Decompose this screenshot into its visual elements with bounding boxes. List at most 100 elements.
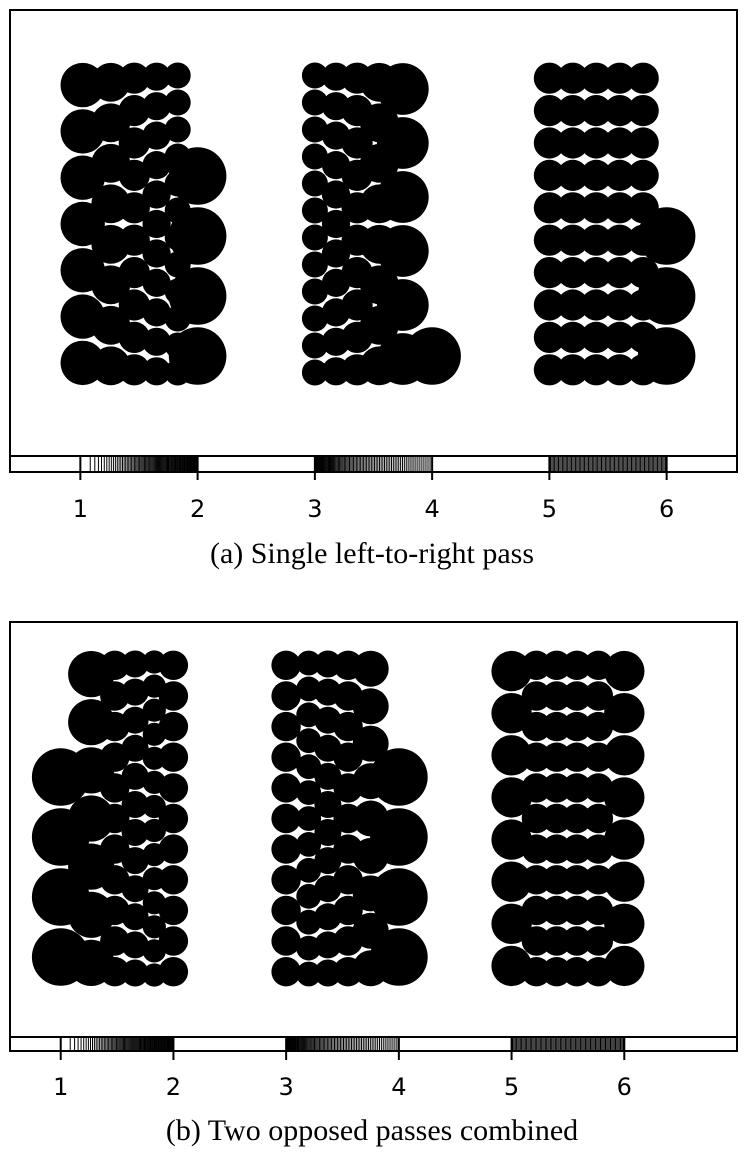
point-g1-c5-12: [142, 698, 166, 722]
point-g3-c1-2: [491, 903, 532, 944]
point-g3-c4-8: [562, 742, 592, 772]
x-tick-label-1: 1: [53, 1073, 68, 1101]
point-g3-c6-3: [637, 207, 696, 265]
point-g3-c4-9: [604, 95, 636, 127]
panel-b-x-axis: 1 2 3 4 5 6: [53, 1037, 632, 1101]
panel-b: 1 2 3 4 5 6 (b) Two opposed passes combined: [9, 621, 738, 1147]
point-g1-c3-8: [118, 127, 150, 159]
point-g3-c1-8: [491, 650, 532, 692]
point-g2-c1-5: [271, 834, 301, 864]
point-g3-c2-4: [521, 865, 552, 895]
x-tick-label-5: 5: [504, 1073, 519, 1101]
point-g3-c2-3: [557, 289, 589, 321]
point-g1-c6-10: [158, 681, 189, 711]
point-g2-c1-3: [271, 895, 301, 926]
point-g1-c6-1: [158, 957, 189, 987]
point-g3-c6-5: [604, 777, 645, 818]
point-g3-c6-7: [604, 693, 645, 734]
point-g3-c6-1: [637, 327, 696, 385]
point-g3-c3-2: [580, 321, 612, 353]
rug-group-2: [314, 457, 433, 471]
point-g1-c4-10: [142, 92, 171, 121]
point-g1-c4-7: [142, 180, 171, 209]
point-g1-c4-5: [121, 847, 149, 875]
point-g3-c3-10: [580, 62, 612, 94]
point-g1-c5-12: [164, 62, 191, 89]
point-g1-c6-5: [158, 834, 189, 864]
point-g3-c3-4: [580, 257, 612, 289]
point-g1-c4-6: [121, 819, 149, 846]
point-g2-c6-1: [370, 928, 428, 986]
point-g3-c2-6: [557, 192, 589, 224]
panel-a: 1 2 3 4 5 6 (a) Single left-to-right pass: [9, 9, 738, 570]
point-g2-c1-9: [301, 143, 328, 170]
point-g2-c2-1: [296, 961, 322, 987]
point-g3-c5-8: [627, 127, 659, 159]
point-g3-c2-10: [557, 62, 589, 94]
point-g1-c3-4: [118, 257, 150, 289]
point-g3-c1-2: [533, 321, 566, 353]
point-g1-c6-3: [168, 207, 227, 265]
point-g1-c4-4: [142, 268, 171, 297]
point-g1-c5-10: [164, 116, 191, 143]
point-g3-c1-4: [533, 257, 566, 289]
point-g3-c5-10: [627, 62, 659, 94]
point-g3-c1-5: [533, 224, 566, 256]
point-g3-c1-1: [533, 354, 566, 386]
x-tick-label-4: 4: [424, 495, 439, 523]
point-g2-c6-3: [370, 808, 428, 866]
x-tick-label-3: 3: [279, 1073, 294, 1101]
x-tick-label-6: 6: [617, 1073, 632, 1101]
point-g3-c5-6: [583, 803, 614, 834]
point-g3-c2-3: [521, 895, 552, 926]
point-g3-c1-6: [491, 735, 532, 776]
point-g1-c4-4: [121, 875, 149, 903]
x-tick-label-3: 3: [307, 495, 322, 523]
point-g1-c6-6: [158, 803, 189, 834]
point-g1-c4-8: [121, 762, 149, 790]
rug-group-1: [60, 1038, 174, 1050]
point-g1-c2-4: [68, 795, 115, 842]
point-g2-c5-3: [376, 225, 429, 277]
point-g2-c2-6: [321, 209, 351, 239]
point-g3-c1-9: [533, 95, 566, 127]
point-g1-c4-2: [121, 931, 149, 959]
panel-b-caption: (b) Two opposed passes combined: [166, 1114, 578, 1147]
point-g2-c1-8: [271, 742, 301, 772]
point-g1-c4-2: [142, 327, 171, 356]
point-g3-c5-9: [627, 95, 659, 127]
point-g2-c1-7: [301, 197, 328, 224]
point-g2-c2-6: [296, 832, 322, 857]
x-tick-label-2: 2: [190, 495, 205, 523]
point-g2-c1-4: [301, 278, 328, 305]
point-g2-c1-5: [301, 251, 328, 278]
panel-a-rug-strip: [9, 455, 738, 473]
point-g3-c2-2: [557, 321, 589, 353]
point-g1-c4-9: [142, 121, 171, 150]
point-g3-c4-5: [562, 834, 592, 864]
point-g3-c4-10: [562, 681, 592, 711]
point-g3-c4-11: [562, 650, 592, 680]
point-g3-c2-5: [521, 834, 552, 864]
point-g2-c6-4: [370, 748, 428, 806]
point-g2-c5-7: [352, 725, 389, 762]
point-g3-c4-1: [604, 354, 636, 386]
point-g1-c6-3: [158, 895, 189, 926]
point-g3-c3-2: [542, 926, 572, 956]
point-g3-c3-5: [542, 834, 572, 864]
point-g1-c4-1: [142, 357, 171, 386]
point-g3-c4-4: [604, 257, 636, 289]
point-g3-c3-1: [542, 957, 572, 987]
rug-group-2: [285, 1038, 400, 1050]
point-g1-c3-9: [118, 95, 150, 127]
point-g3-c1-7: [491, 693, 532, 734]
point-g3-c3-3: [542, 895, 572, 926]
x-tick-label-4: 4: [391, 1073, 406, 1101]
point-g2-c5-8: [352, 688, 389, 725]
point-g2-c1-7: [271, 773, 301, 803]
point-g3-c3-11: [542, 650, 572, 680]
point-g1-c3-10: [118, 62, 150, 94]
x-tick-label-5: 5: [542, 495, 557, 523]
point-g3-c3-7: [542, 773, 572, 803]
